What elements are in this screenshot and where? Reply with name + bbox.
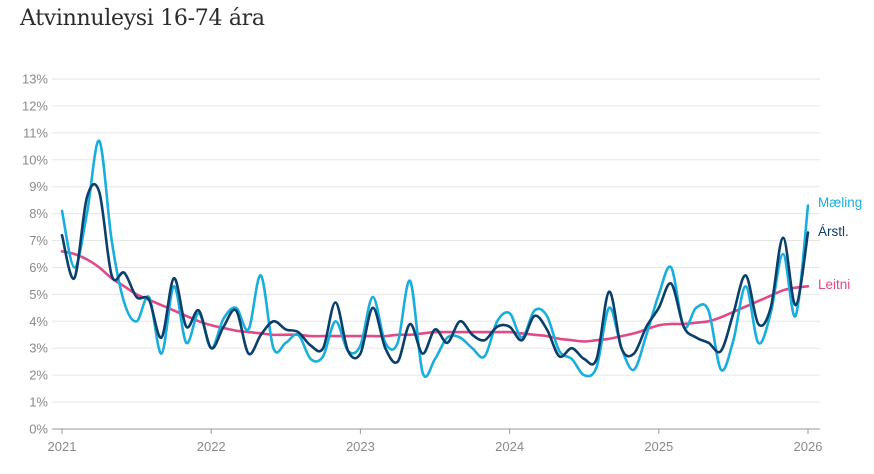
- series-label: Mæling: [818, 195, 862, 210]
- x-tick-label: 2022: [197, 439, 226, 454]
- y-tick-label: 4%: [29, 314, 48, 329]
- x-tick-label: 2024: [495, 439, 524, 454]
- series-label: Árstl.: [818, 224, 849, 239]
- x-tick-label: 2021: [48, 439, 77, 454]
- y-tick-label: 6%: [29, 260, 48, 275]
- y-tick-label: 5%: [29, 287, 48, 302]
- y-tick-label: 3%: [29, 341, 48, 356]
- x-tick-label: 2026: [794, 439, 823, 454]
- series-label: Leitni: [818, 277, 850, 292]
- x-tick-label: 2023: [346, 439, 375, 454]
- y-tick-label: 13%: [22, 72, 48, 87]
- y-tick-label: 7%: [29, 233, 48, 248]
- y-tick-label: 8%: [29, 206, 48, 221]
- series-line-0: [60, 139, 810, 378]
- y-tick-label: 12%: [22, 98, 48, 113]
- y-tick-label: 11%: [23, 125, 48, 140]
- x-axis: 2021 2022 2023 2024 2025 2026: [48, 429, 823, 454]
- y-tick-label: 9%: [29, 179, 48, 194]
- y-tick-label: 1%: [29, 395, 48, 410]
- series-labels: Mæling Árstl. Leitni: [818, 195, 862, 292]
- series-lines: [60, 139, 810, 378]
- series-line-2: [60, 250, 810, 343]
- grid-lines: [52, 78, 820, 430]
- x-tick-label: 2025: [644, 439, 673, 454]
- series-line-1: [60, 182, 810, 366]
- y-axis-ticks: 0% 1% 2% 3% 4% 5% 6% 7% 8% 9% 10% 11% 12% 13%: [22, 72, 48, 437]
- y-tick-label: 2%: [29, 368, 48, 383]
- y-tick-label: 0%: [29, 422, 48, 437]
- chart-title: Atvinnuleysi 16-74 ára: [20, 6, 265, 31]
- y-tick-label: 10%: [22, 152, 48, 167]
